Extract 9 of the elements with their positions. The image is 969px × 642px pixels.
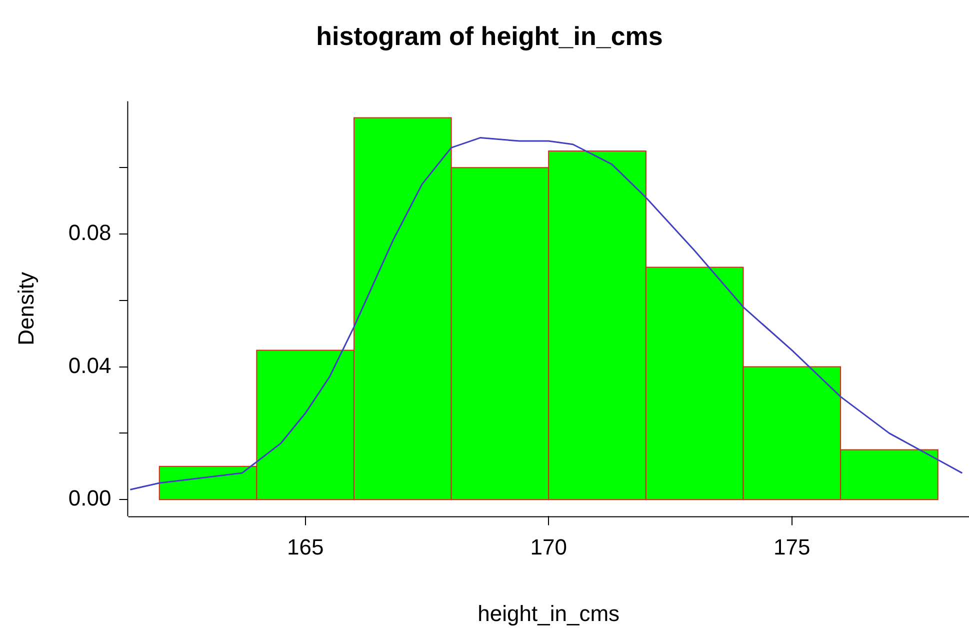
x-tick-label: 175 [774,534,810,560]
y-tick-label: 0.04 [68,352,112,378]
y-axis-title: Density [13,272,38,346]
x-axis-title: height_in_cms [478,600,620,626]
y-tick-label: 0.00 [68,486,112,511]
chart-title: histogram of height_in_cms [316,20,663,51]
y-tick-label: 0.08 [68,220,112,246]
x-tick-label: 170 [530,534,567,560]
x-tick-label: 165 [286,534,324,560]
